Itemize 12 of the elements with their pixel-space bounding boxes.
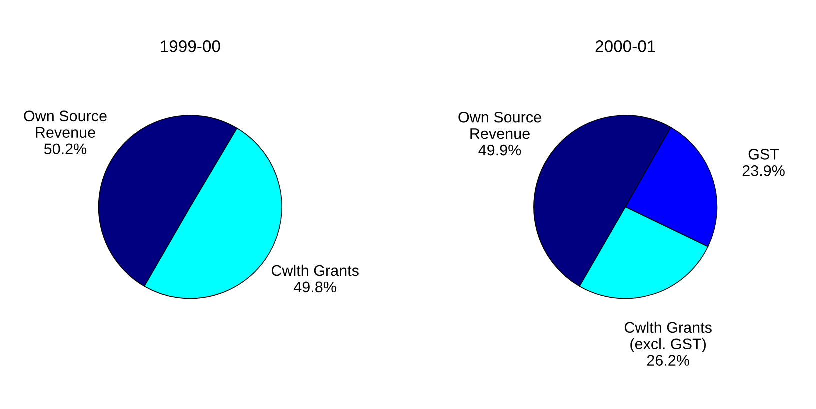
data-label: 49.8% — [294, 282, 336, 293]
slice-label: Own Source Revenue — [458, 112, 542, 140]
data-label: 23.9% — [742, 165, 785, 176]
data-label: 26.2% — [647, 355, 690, 366]
slice-label: GST — [748, 149, 780, 160]
slice-label: Cwlth Grants — [272, 264, 359, 276]
chart-title: 2000-01 — [596, 40, 656, 52]
data-label: 49.9% — [478, 144, 522, 156]
chart-title: 1999-00 — [161, 40, 220, 52]
data-label: 50.2% — [44, 144, 87, 155]
slice-label: Own Source Revenue — [24, 110, 107, 138]
slice-label: Cwlth Grants (excl. GST) — [624, 322, 712, 353]
